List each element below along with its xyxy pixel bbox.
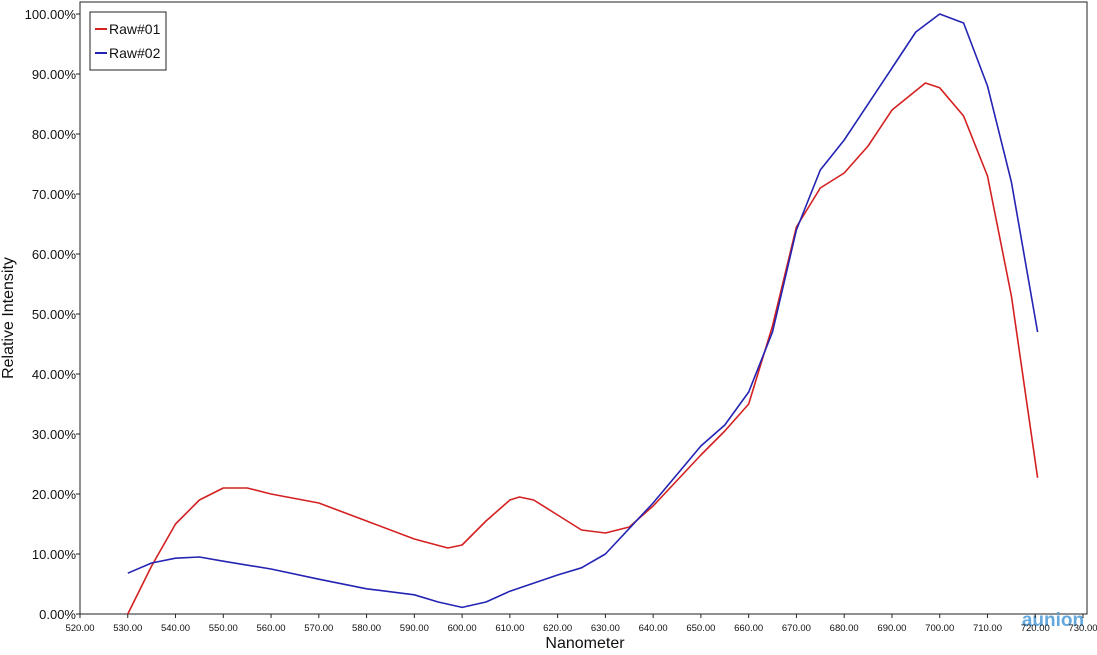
y-tick-label: 0.00% (39, 607, 76, 622)
x-tick-label: 520.00 (65, 623, 94, 634)
y-tick-label: 40.00% (32, 367, 77, 382)
x-axis-title: Nanometer (545, 635, 625, 650)
x-tick-label: 590.00 (400, 623, 429, 634)
x-tick-label: 540.00 (161, 623, 190, 634)
y-tick-label: 80.00% (32, 127, 77, 142)
x-tick-label: 700.00 (925, 623, 954, 634)
x-tick-label: 710.00 (973, 623, 1002, 634)
legend-label: Raw#01 (109, 21, 161, 37)
x-tick-label: 560.00 (257, 623, 286, 634)
y-axis-title: Relative Intensity (0, 257, 17, 379)
x-tick-label: 670.00 (782, 623, 811, 634)
y-tick-label: 30.00% (32, 427, 77, 442)
y-tick-label: 100.00% (25, 7, 77, 22)
x-tick-label: 600.00 (448, 623, 477, 634)
x-tick-label: 650.00 (686, 623, 715, 634)
y-tick-label: 60.00% (32, 247, 77, 262)
legend-label: Raw#02 (109, 45, 161, 61)
legend-box (89, 11, 167, 71)
legend: Raw#01 Raw#02 (89, 11, 167, 71)
x-tick-label: 550.00 (209, 623, 238, 634)
x-tick-label: 730.00 (1068, 623, 1097, 634)
x-tick-label: 580.00 (352, 623, 381, 634)
y-tick-label: 20.00% (32, 487, 77, 502)
x-tick-label: 660.00 (734, 623, 763, 634)
series-line (127, 13, 1039, 609)
watermark: aunion (1022, 610, 1084, 631)
x-tick-label: 530.00 (113, 623, 142, 634)
series-line (127, 82, 1039, 615)
y-tick-label: 10.00% (32, 547, 77, 562)
x-tick-label: 620.00 (543, 623, 572, 634)
x-tick-label: 640.00 (639, 623, 668, 634)
x-tick-label: 720.00 (1021, 623, 1050, 634)
y-tick-label: 70.00% (32, 187, 77, 202)
plot-frame (79, 1, 1088, 615)
x-tick-label: 630.00 (591, 623, 620, 634)
y-tick-label: 50.00% (32, 307, 77, 322)
x-tick-label: 570.00 (304, 623, 333, 634)
x-tick-label: 690.00 (877, 623, 906, 634)
x-tick-label: 610.00 (495, 623, 524, 634)
y-tick-label: 90.00% (32, 67, 77, 82)
x-tick-label: 680.00 (830, 623, 859, 634)
